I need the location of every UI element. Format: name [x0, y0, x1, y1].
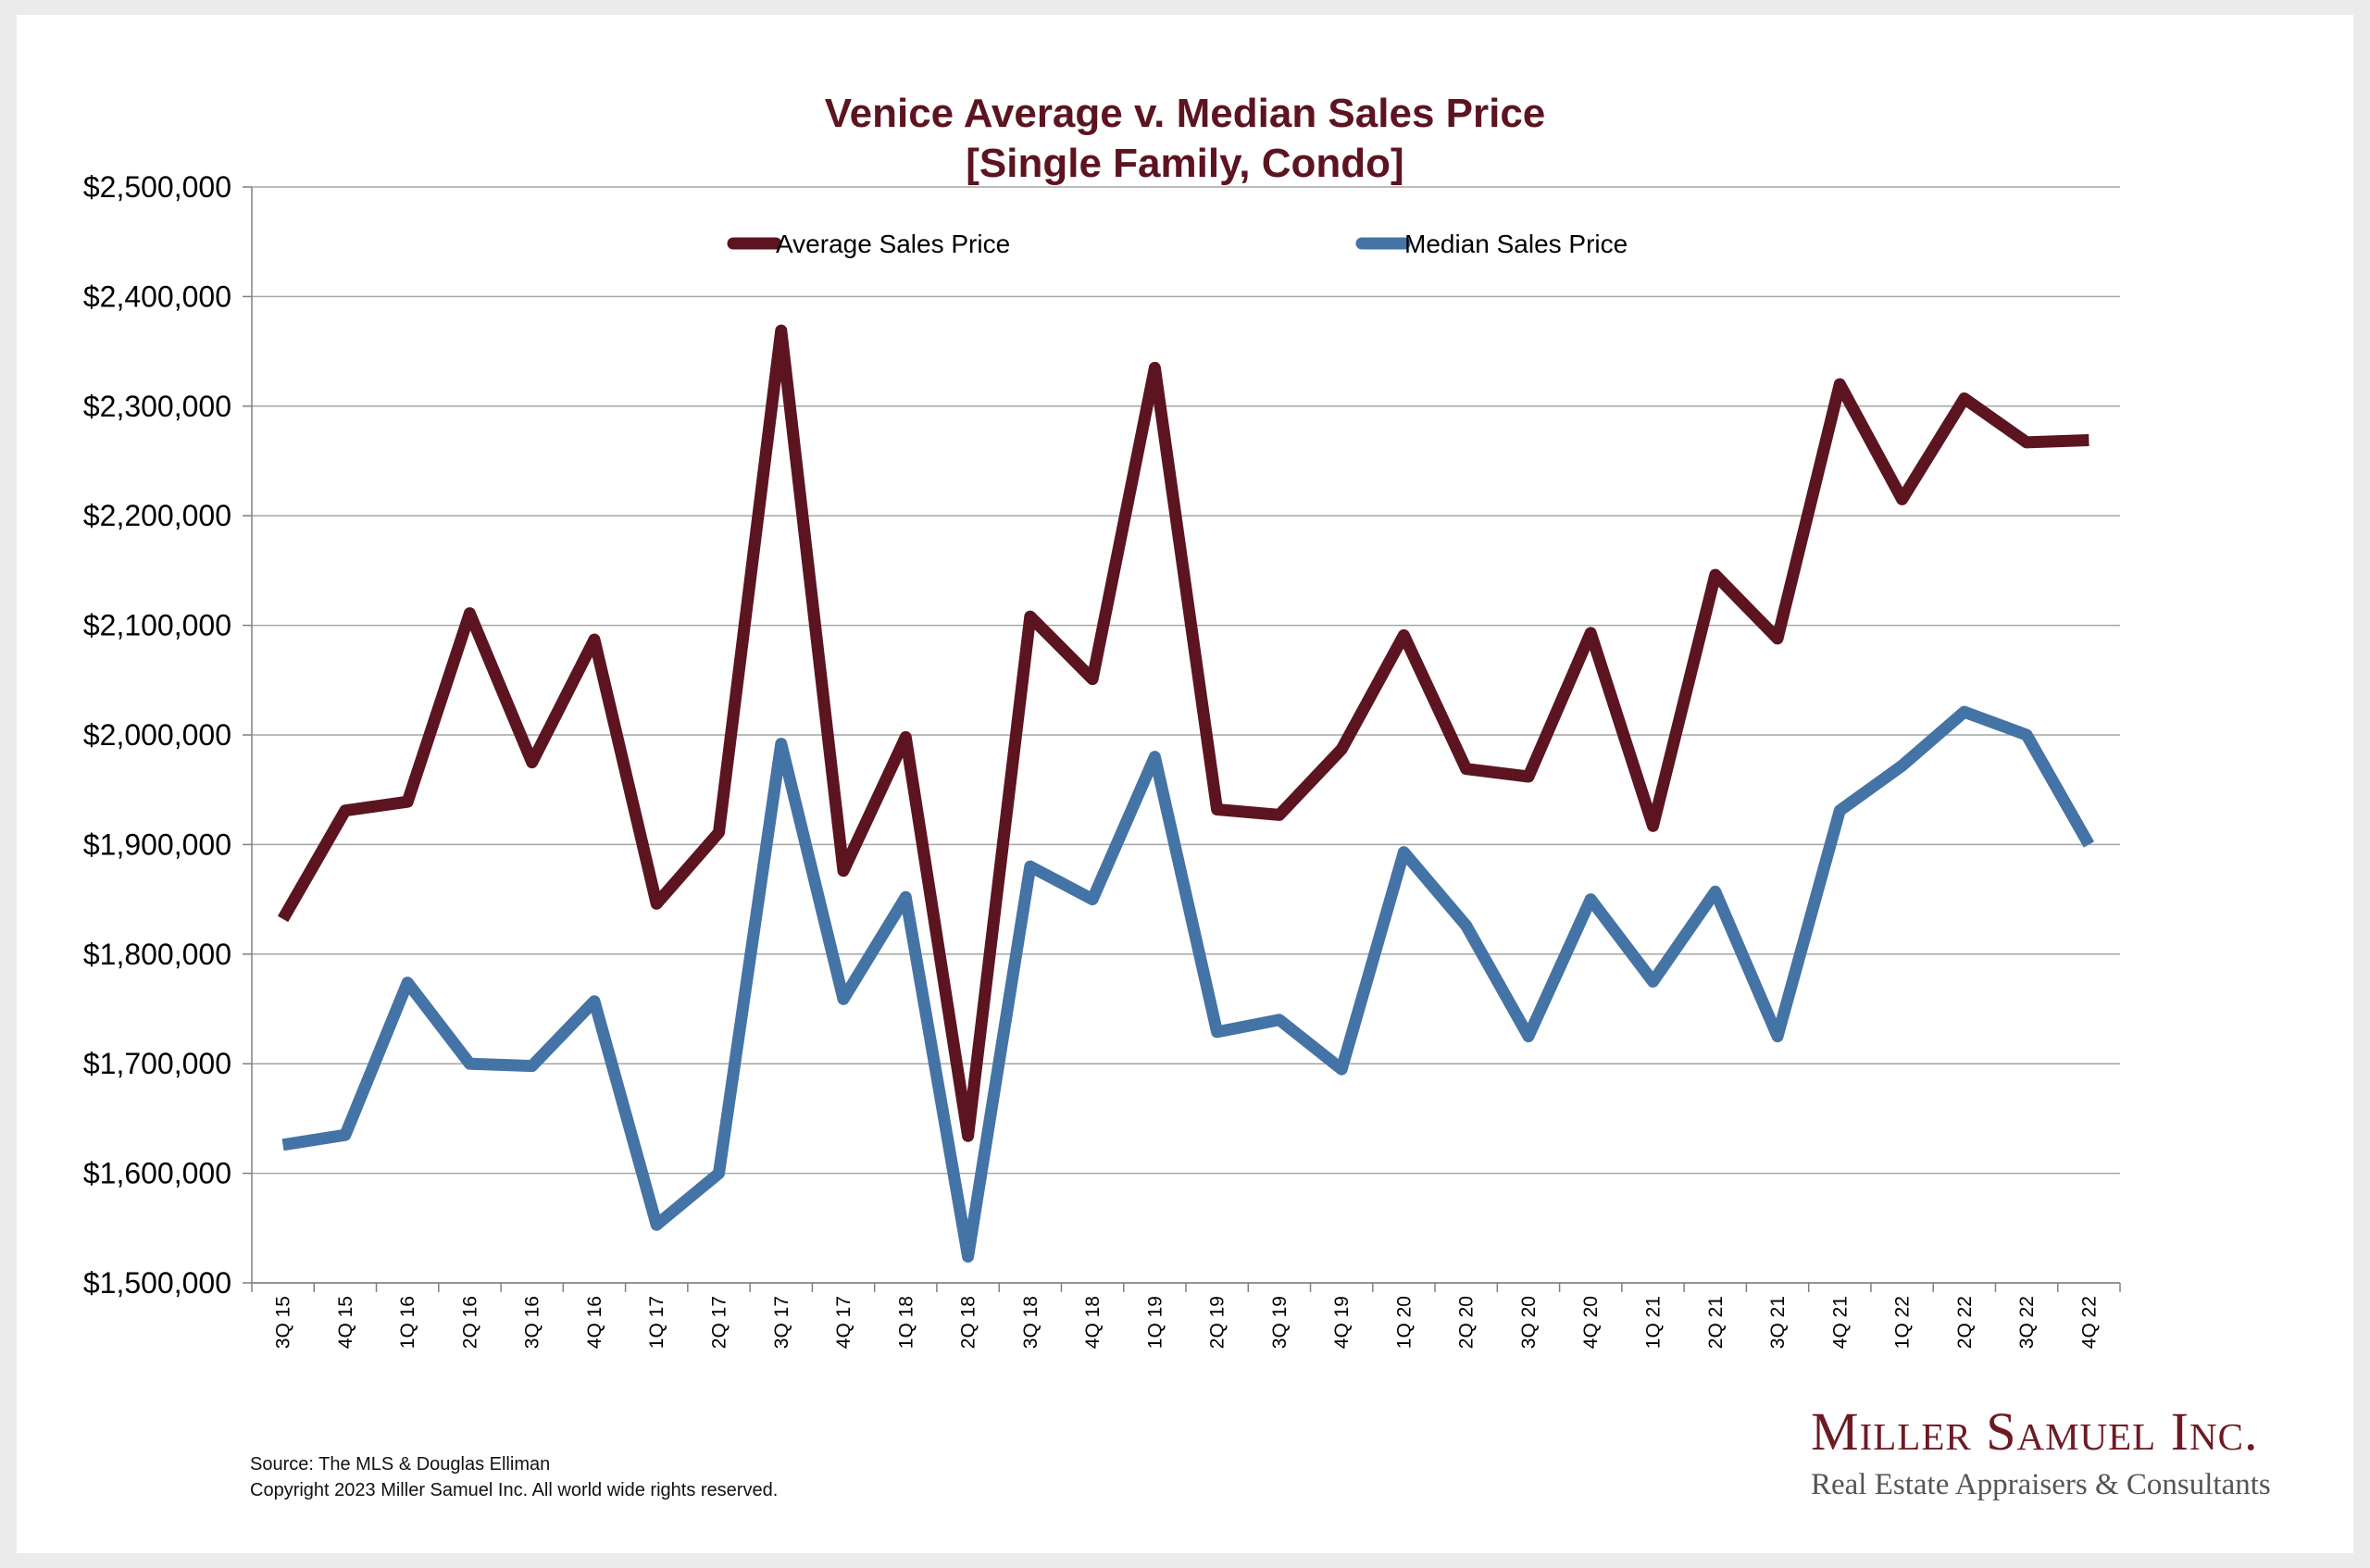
- x-tick-label: 4Q 22: [2078, 1296, 2100, 1349]
- x-tick-label: 3Q 15: [273, 1296, 294, 1349]
- x-tick-label: 4Q 18: [1082, 1296, 1104, 1349]
- y-tick-label: $2,500,000: [83, 170, 231, 204]
- x-tick-label: 3Q 18: [1020, 1296, 1042, 1349]
- source-note: Source: The MLS & Douglas Elliman Copyri…: [250, 1451, 778, 1503]
- series-line: [281, 705, 2095, 1263]
- x-tick-label: 4Q 21: [1829, 1296, 1851, 1349]
- y-tick-label: $1,600,000: [83, 1157, 231, 1190]
- line-chart: $1,500,000 $1,600,000 $1,700,000 $1,800,000…: [83, 170, 2121, 1349]
- y-tick-label: $2,300,000: [83, 390, 231, 423]
- x-tick-label: 3Q 19: [1269, 1296, 1291, 1349]
- y-tick-label: $1,900,000: [83, 828, 231, 861]
- x-tick-label: 4Q 16: [584, 1296, 605, 1349]
- x-tick-label: 3Q 21: [1767, 1296, 1789, 1349]
- legend-label: Average Sales Price: [776, 230, 1010, 258]
- y-tick-label: $2,200,000: [83, 499, 231, 532]
- x-tick-label: 3Q 22: [2016, 1296, 2038, 1349]
- chart-subtitle: [Single Family, Condo]: [966, 141, 1404, 186]
- x-tick-label: 3Q 20: [1518, 1296, 1540, 1349]
- x-tick-label: 1Q 20: [1393, 1296, 1415, 1349]
- x-tick-label: 1Q 16: [397, 1296, 418, 1349]
- x-tick-label: 3Q 17: [771, 1296, 792, 1349]
- x-tick-label: 3Q 16: [522, 1296, 543, 1349]
- x-tick-label: 1Q 21: [1643, 1296, 1665, 1349]
- y-tick-label: $2,100,000: [83, 609, 231, 642]
- y-tick-label: $1,700,000: [83, 1047, 231, 1080]
- x-tick-label: 2Q 16: [459, 1296, 480, 1349]
- legend-label: Median Sales Price: [1404, 230, 1628, 258]
- chart-title: Venice Average v. Median Sales Price: [824, 91, 1546, 136]
- y-tick-label: $2,000,000: [83, 718, 231, 752]
- x-tick-label: 4Q 19: [1331, 1296, 1353, 1349]
- x-tick-label: 2Q 20: [1456, 1296, 1478, 1349]
- x-tick-label: 1Q 17: [646, 1296, 667, 1349]
- logo-tagline: Real Estate Appraisers & Consultants: [1811, 1468, 2271, 1501]
- x-tick-label: 4Q 20: [1580, 1296, 1602, 1349]
- x-tick-label: 1Q 19: [1144, 1296, 1166, 1349]
- copyright-text: Copyright 2023 Miller Samuel Inc. All wo…: [250, 1480, 779, 1500]
- x-tick-label: 4Q 15: [335, 1296, 356, 1349]
- y-tick-label: $2,400,000: [83, 280, 231, 313]
- x-tick-label: 1Q 22: [1892, 1296, 1914, 1349]
- y-tick-label: $1,800,000: [83, 938, 231, 971]
- source-text: Source: The MLS & Douglas Elliman: [250, 1454, 551, 1475]
- y-tick-label: $1,500,000: [83, 1266, 231, 1300]
- series-line: [277, 324, 2089, 1142]
- x-tick-label: 2Q 18: [958, 1296, 979, 1349]
- x-tick-label: 2Q 22: [1954, 1296, 1976, 1349]
- chart-card: Venice Average v. Median Sales Price [Si…: [17, 15, 2353, 1553]
- company-logo: Miller Samuel Inc. Real Estate Appraiser…: [1811, 1401, 2311, 1503]
- x-tick-label: 2Q 21: [1705, 1296, 1727, 1349]
- x-tick-label: 4Q 17: [833, 1296, 854, 1349]
- x-tick-label: 2Q 19: [1207, 1296, 1229, 1349]
- x-tick-label: 2Q 17: [709, 1296, 730, 1349]
- logo-name: Miller Samuel Inc.: [1811, 1401, 2259, 1462]
- x-tick-label: 1Q 18: [895, 1296, 917, 1349]
